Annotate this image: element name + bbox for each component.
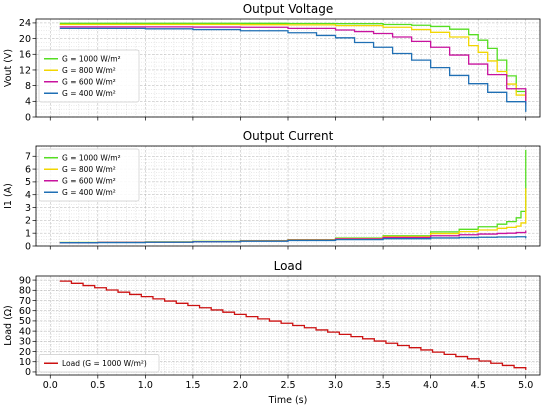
y-tick-label: 80 bbox=[19, 286, 31, 297]
y-tick-label: 0 bbox=[25, 112, 31, 123]
legend: Load (G = 1000 W/m²) bbox=[38, 354, 160, 373]
y-tick-label: 30 bbox=[19, 337, 31, 348]
y-tick-label: 70 bbox=[19, 296, 31, 307]
x-tick-label: 5.0 bbox=[518, 380, 533, 391]
legend-entry: G = 800 W/m² bbox=[62, 66, 116, 75]
y-axis-label: Load (Ω) bbox=[3, 305, 14, 345]
subplot-2: 0 12 3 4 5 67 Output Current I1 (A) G = 1000 W/m… bbox=[3, 129, 541, 252]
y-tick-label: 24 bbox=[19, 18, 31, 29]
subplot-1: 0 4 8 12 16 20 24 Output Voltage Vout (V) G = 100… bbox=[3, 2, 541, 123]
legend-entry: G = 400 W/m² bbox=[62, 89, 116, 98]
series-line-4 bbox=[59, 236, 527, 244]
series-line-1 bbox=[59, 22, 527, 104]
x-tick-label: 0.0 bbox=[43, 380, 58, 391]
x-tick-label: 1.0 bbox=[138, 380, 153, 391]
series-line-1 bbox=[59, 280, 527, 370]
series-line-2 bbox=[59, 23, 527, 104]
x-tick-label: 1.5 bbox=[185, 380, 200, 391]
y-tick-label: 4 bbox=[25, 97, 31, 108]
y-axis-label: I1 (A) bbox=[3, 183, 14, 209]
y-tick-label: 16 bbox=[19, 50, 31, 61]
legend-box bbox=[38, 148, 140, 202]
y-tick-label: 10 bbox=[19, 357, 31, 368]
chart-title: Load bbox=[274, 259, 303, 273]
y-tick-label: 7 bbox=[25, 152, 31, 163]
y-tick-label: 3 bbox=[25, 203, 31, 214]
y-tick-label: 6 bbox=[25, 164, 31, 175]
legend-entry: G = 400 W/m² bbox=[62, 188, 116, 197]
y-tick-label: 40 bbox=[19, 326, 31, 337]
legend-entry: G = 1000 W/m² bbox=[62, 153, 121, 162]
x-tick-label: 2.5 bbox=[280, 380, 295, 391]
y-tick-label: 20 bbox=[19, 34, 31, 45]
y-tick-label: 5 bbox=[25, 177, 31, 188]
legend: G = 1000 W/m² G = 800 W/m² G = 600 W/m² G =… bbox=[38, 148, 140, 202]
series-group bbox=[59, 149, 527, 244]
y-tick-label: 0 bbox=[25, 367, 31, 378]
series-group bbox=[59, 22, 527, 112]
y-tick-label: 2 bbox=[25, 216, 31, 227]
x-tick-label: 0.5 bbox=[90, 380, 105, 391]
y-tick-label: 50 bbox=[19, 316, 31, 327]
x-tick-label: 3.5 bbox=[376, 380, 391, 391]
legend-box bbox=[38, 49, 140, 103]
y-tick-label: 60 bbox=[19, 306, 31, 317]
y-tick-label: 1 bbox=[25, 228, 31, 239]
legend-entry: G = 800 W/m² bbox=[62, 165, 116, 174]
x-tick-label: 4.5 bbox=[471, 380, 486, 391]
x-tick-label: 2.0 bbox=[233, 380, 248, 391]
series-line-4 bbox=[59, 27, 527, 112]
legend: G = 1000 W/m² G = 800 W/m² G = 600 W/m² G =… bbox=[38, 49, 140, 103]
x-axis-label: Time (s) bbox=[268, 395, 308, 406]
legend-entry: G = 1000 W/m² bbox=[62, 54, 121, 63]
legend-entry: G = 600 W/m² bbox=[62, 176, 116, 185]
x-tick-label: 3.0 bbox=[328, 380, 343, 391]
series-group bbox=[59, 280, 527, 370]
subplot-3: 0.0 0.5 1.0 1.5 2.0 2.5 3.0 3.5 4.0 4.5 5.0 0102030… bbox=[3, 259, 541, 406]
legend-box bbox=[38, 354, 160, 373]
x-tick-label: 4.0 bbox=[423, 380, 438, 391]
legend-entry: G = 600 W/m² bbox=[62, 77, 116, 86]
chart-title: Output Current bbox=[243, 129, 334, 143]
y-tick-label: 8 bbox=[25, 81, 31, 92]
series-line-3 bbox=[59, 26, 527, 105]
legend-entry: Load (G = 1000 W/m²) bbox=[62, 359, 147, 368]
y-tick-label: 4 bbox=[25, 190, 31, 201]
y-tick-label: 12 bbox=[19, 65, 31, 76]
chart-title: Output Voltage bbox=[243, 2, 334, 16]
y-tick-label: 20 bbox=[19, 347, 31, 358]
y-tick-label: 0 bbox=[25, 241, 31, 252]
y-axis-label: Vout (V) bbox=[3, 49, 14, 87]
y-tick-label: 90 bbox=[19, 275, 31, 286]
